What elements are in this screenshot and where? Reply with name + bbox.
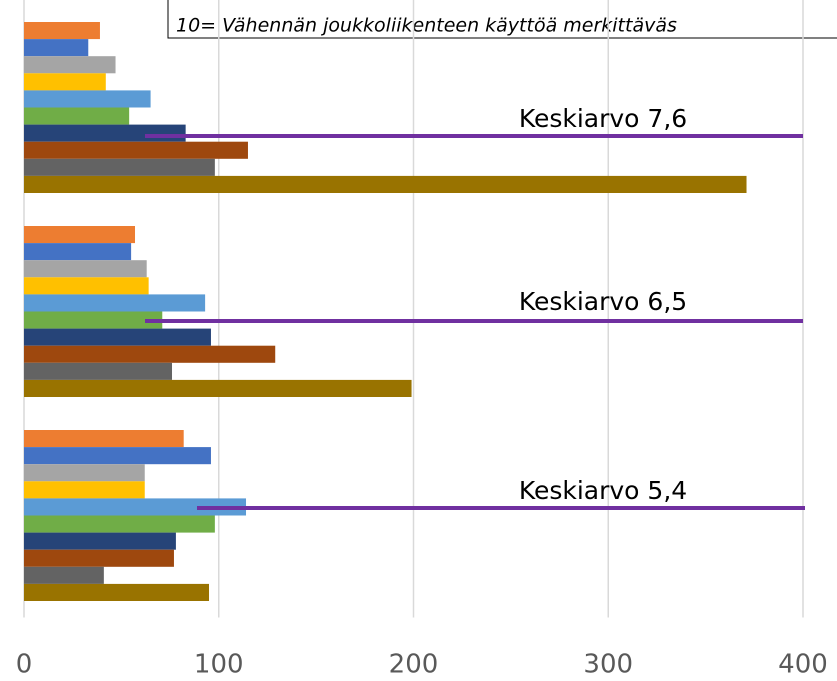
bar [24, 328, 211, 346]
bar [24, 294, 206, 312]
bar [24, 311, 163, 329]
bar [24, 515, 215, 533]
bar [24, 90, 151, 108]
bar [24, 430, 184, 448]
bar [24, 22, 100, 40]
bar [24, 73, 106, 91]
x-tick-label: 300 [583, 650, 633, 680]
bar [24, 566, 104, 584]
bar [24, 226, 136, 244]
subtitle-box [167, 0, 837, 39]
bar [24, 498, 247, 516]
x-tick-label: 200 [389, 650, 439, 680]
x-tick-label: 100 [194, 650, 244, 680]
annotation: Keskiarvo 5,4 [519, 476, 687, 505]
bar [24, 549, 174, 567]
bar [24, 141, 248, 159]
bar [24, 243, 132, 261]
bar [24, 362, 173, 380]
bar [24, 158, 215, 176]
bar [24, 260, 147, 278]
bar [24, 379, 412, 397]
bar [24, 447, 211, 465]
bar [24, 464, 145, 482]
annotation: Keskiarvo 7,6 [519, 104, 687, 133]
bar [24, 345, 276, 363]
bar [24, 532, 176, 550]
subtitle: 10= Vähennän joukkoliikenteen käyttöä me… [176, 15, 677, 37]
bar [24, 583, 210, 601]
bar [24, 124, 186, 142]
bar [24, 107, 130, 125]
bar [24, 175, 747, 193]
bar [24, 39, 89, 57]
x-tick-label: 0 [16, 650, 33, 680]
bar [24, 277, 149, 295]
bar [24, 481, 145, 499]
annotation: Keskiarvo 6,5 [519, 287, 687, 316]
x-tick-label: 400 [778, 650, 828, 680]
bar [24, 56, 116, 74]
